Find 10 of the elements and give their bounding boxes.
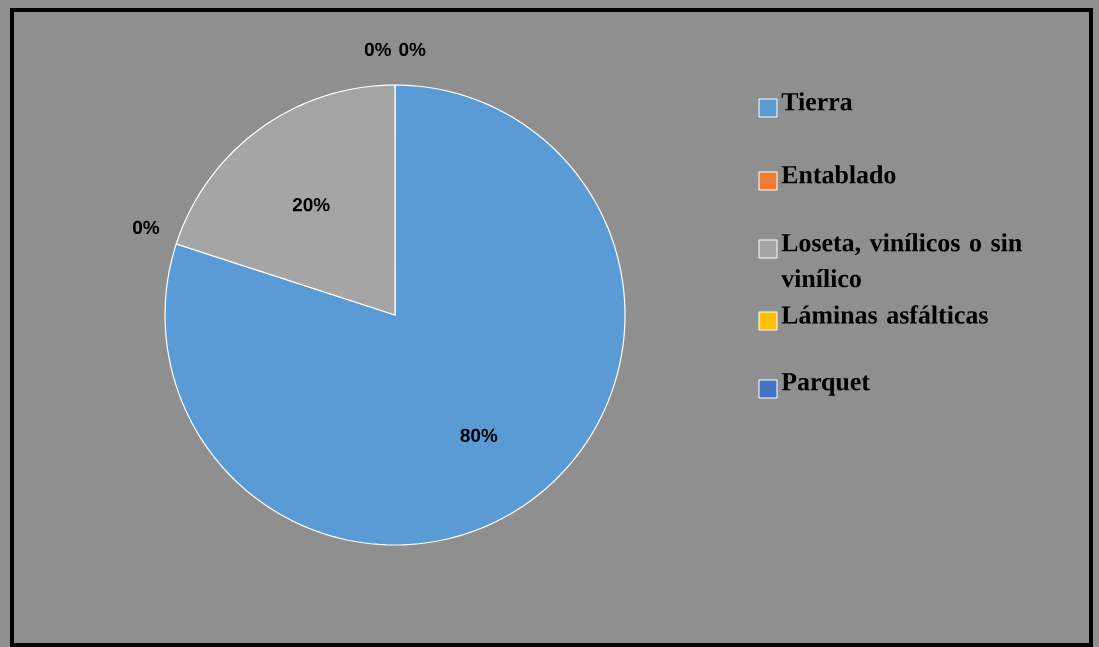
legend-label: Loseta, vinílicos o sin vinílico xyxy=(781,233,1022,288)
legend-label: Tierra xyxy=(781,92,853,111)
data-label: 20% xyxy=(292,197,330,212)
legend-label: Láminas asfálticas xyxy=(781,305,988,324)
data-label: 80% xyxy=(460,428,498,443)
text: 0% xyxy=(399,42,426,57)
legend-label: Parquet xyxy=(781,373,870,396)
legend-label: Entablado xyxy=(781,165,896,184)
text: 0% xyxy=(364,42,391,57)
text: 0% xyxy=(133,220,160,235)
